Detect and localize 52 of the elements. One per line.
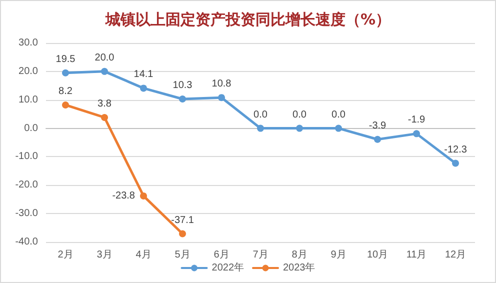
data-label: 14.1 [134, 69, 154, 80]
point [374, 136, 381, 143]
point [452, 160, 459, 167]
y-tick-label: -30.0 [15, 208, 38, 220]
y-tick-label: 10.0 [18, 94, 38, 106]
point [179, 96, 186, 102]
x-tick-label: 9月 [330, 250, 346, 260]
data-label: 0.0 [332, 109, 346, 120]
point [140, 192, 147, 200]
x-tick-label: 12月 [444, 250, 466, 260]
x-tick-label: 6月 [214, 250, 230, 260]
point [101, 114, 108, 121]
point [62, 101, 69, 108]
legend-label: 2022年 [212, 262, 244, 274]
data-label: 0.0 [254, 109, 268, 120]
data-label: 20.0 [94, 52, 115, 64]
x-tick-label: 3月 [96, 250, 112, 260]
point [413, 130, 420, 138]
data-label: -3.9 [368, 120, 387, 132]
chart-title: 城镇以上固定资产投资同比增长速度（%） [104, 10, 391, 28]
x-tick-label: 2月 [58, 250, 74, 260]
legend-label: 2023年 [283, 262, 316, 274]
y-tick-label: 30.0 [18, 38, 38, 48]
y-tick-label: 0.0 [24, 122, 38, 134]
point [140, 84, 147, 92]
y-tick-label: -10.0 [15, 151, 38, 162]
data-label: 3.8 [98, 98, 112, 110]
data-label: -23.8 [112, 190, 136, 202]
data-label: -37.1 [171, 214, 194, 226]
point [296, 124, 303, 132]
y-tick-label: -20.0 [15, 180, 38, 191]
point [179, 230, 186, 238]
data-label: 8.2 [58, 86, 73, 97]
data-label: 10.3 [172, 80, 193, 92]
point [62, 69, 69, 76]
x-tick-label: 5月 [174, 250, 190, 260]
point [218, 94, 225, 102]
point [257, 124, 264, 132]
y-tick-label: 20.0 [18, 66, 38, 77]
point [335, 124, 342, 132]
y-tick-label: -40.0 [15, 236, 38, 248]
point [101, 68, 108, 75]
data-label: -12.3 [444, 144, 468, 156]
x-tick-label: 7月 [252, 250, 268, 260]
data-label: -1.9 [408, 114, 426, 126]
x-tick-label: 11月 [406, 250, 427, 260]
data-label: 0.0 [292, 109, 307, 120]
x-tick-label: 4月 [136, 250, 152, 260]
data-label: 19.5 [56, 54, 76, 65]
x-tick-label: 10月 [366, 250, 388, 260]
x-tick-label: 8月 [292, 250, 308, 260]
data-label: 10.8 [212, 78, 232, 90]
